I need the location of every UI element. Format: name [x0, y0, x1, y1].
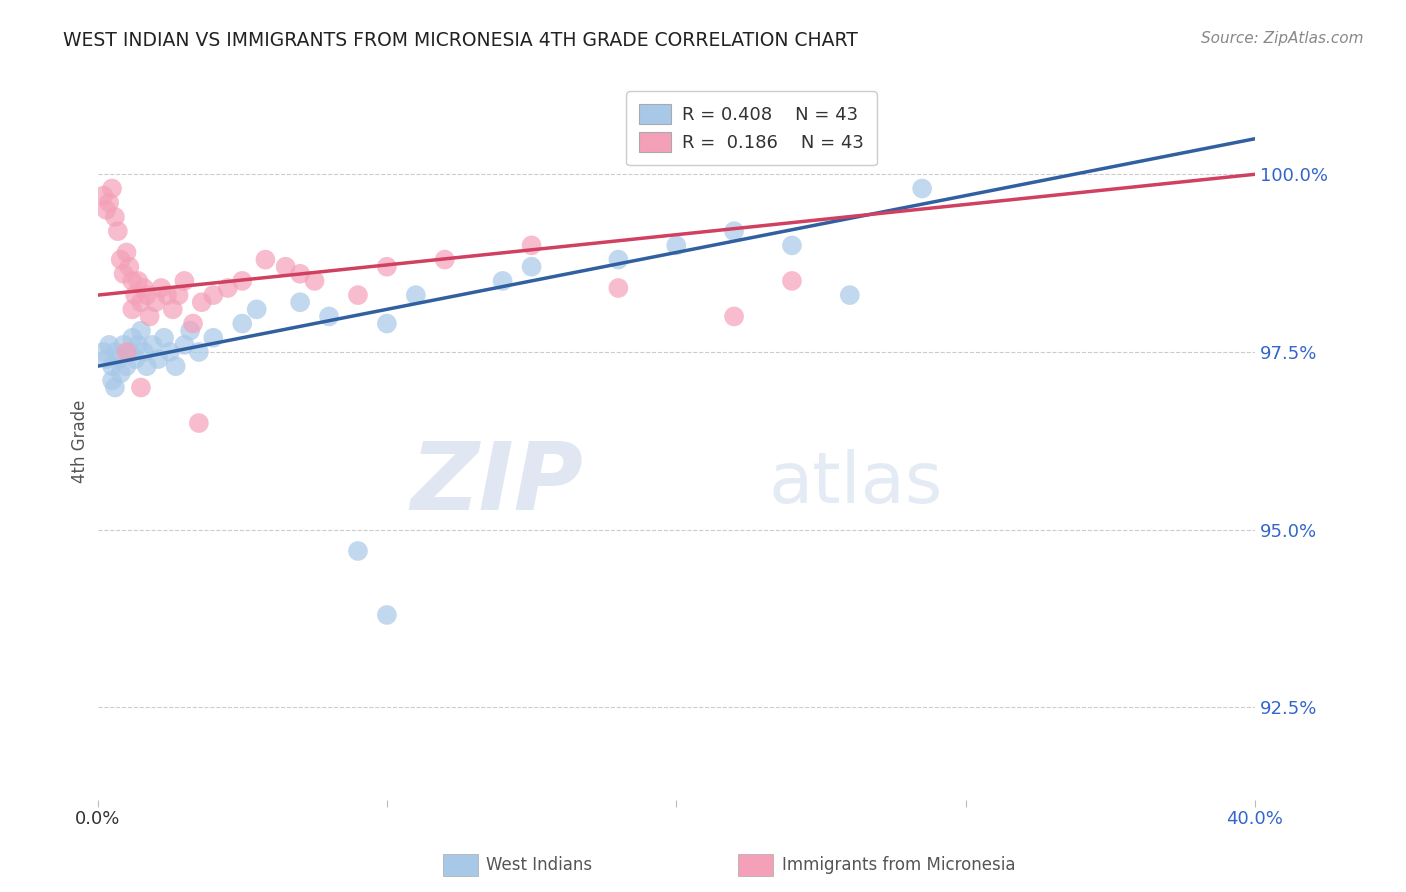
- Point: [318, 310, 340, 324]
- Point: [375, 607, 398, 622]
- Point: [112, 338, 135, 352]
- Point: [110, 366, 132, 380]
- Point: [96, 202, 118, 217]
- Point: [433, 252, 456, 267]
- Point: [288, 267, 311, 281]
- Point: [124, 288, 146, 302]
- Point: [98, 195, 121, 210]
- Point: [127, 274, 149, 288]
- Point: [231, 317, 253, 331]
- Point: [115, 359, 138, 374]
- Point: [129, 295, 152, 310]
- Point: [274, 260, 297, 274]
- Point: [202, 331, 225, 345]
- Point: [93, 188, 115, 202]
- Point: [98, 338, 121, 352]
- Legend: R = 0.408    N = 43, R =  0.186    N = 43: R = 0.408 N = 43, R = 0.186 N = 43: [626, 91, 877, 165]
- Point: [104, 345, 127, 359]
- Point: [911, 181, 934, 195]
- Point: [181, 317, 204, 331]
- Point: [135, 359, 157, 374]
- Text: 0.0%: 0.0%: [75, 811, 121, 829]
- Point: [607, 281, 630, 295]
- Point: [107, 352, 129, 367]
- Point: [607, 252, 630, 267]
- Point: [132, 345, 155, 359]
- Point: [217, 281, 239, 295]
- Point: [288, 295, 311, 310]
- Text: WEST INDIAN VS IMMIGRANTS FROM MICRONESIA 4TH GRADE CORRELATION CHART: WEST INDIAN VS IMMIGRANTS FROM MICRONESI…: [63, 31, 858, 50]
- Point: [138, 310, 160, 324]
- Point: [187, 416, 209, 430]
- Point: [375, 317, 398, 331]
- Point: [107, 224, 129, 238]
- Point: [112, 267, 135, 281]
- Point: [723, 310, 745, 324]
- Point: [145, 295, 167, 310]
- Point: [202, 288, 225, 302]
- Point: [304, 274, 326, 288]
- Text: ZIP: ZIP: [411, 438, 583, 530]
- Y-axis label: 4th Grade: 4th Grade: [72, 399, 89, 483]
- Point: [156, 288, 179, 302]
- Point: [153, 331, 176, 345]
- Point: [124, 352, 146, 367]
- Point: [101, 181, 124, 195]
- Point: [141, 338, 163, 352]
- Point: [173, 338, 195, 352]
- Point: [162, 302, 184, 317]
- Point: [520, 238, 543, 252]
- Text: Source: ZipAtlas.com: Source: ZipAtlas.com: [1201, 31, 1364, 46]
- Text: West Indians: West Indians: [486, 856, 592, 874]
- FancyBboxPatch shape: [738, 854, 773, 876]
- Point: [375, 260, 398, 274]
- Point: [101, 359, 124, 374]
- Point: [780, 274, 803, 288]
- Point: [165, 359, 187, 374]
- Point: [491, 274, 513, 288]
- Point: [115, 245, 138, 260]
- Point: [520, 260, 543, 274]
- Point: [179, 324, 201, 338]
- Point: [129, 380, 152, 394]
- Point: [231, 274, 253, 288]
- Point: [173, 274, 195, 288]
- Point: [118, 345, 141, 359]
- Point: [780, 238, 803, 252]
- Point: [127, 338, 149, 352]
- Point: [121, 274, 143, 288]
- Point: [150, 281, 173, 295]
- Point: [246, 302, 269, 317]
- Point: [129, 324, 152, 338]
- Point: [93, 345, 115, 359]
- Point: [347, 288, 370, 302]
- Point: [115, 345, 138, 359]
- FancyBboxPatch shape: [443, 854, 478, 876]
- Point: [101, 373, 124, 387]
- Point: [110, 252, 132, 267]
- Point: [96, 352, 118, 367]
- Point: [190, 295, 212, 310]
- Point: [665, 238, 688, 252]
- Point: [254, 252, 277, 267]
- Text: Immigrants from Micronesia: Immigrants from Micronesia: [782, 856, 1015, 874]
- Point: [405, 288, 427, 302]
- Point: [723, 224, 745, 238]
- Point: [347, 544, 370, 558]
- Text: 40.0%: 40.0%: [1226, 811, 1284, 829]
- Point: [121, 331, 143, 345]
- Point: [148, 352, 170, 367]
- Point: [104, 380, 127, 394]
- Point: [118, 260, 141, 274]
- Point: [132, 281, 155, 295]
- Point: [187, 345, 209, 359]
- Point: [104, 210, 127, 224]
- Point: [167, 288, 190, 302]
- Text: atlas: atlas: [769, 450, 943, 518]
- Point: [121, 302, 143, 317]
- Point: [159, 345, 181, 359]
- Point: [135, 288, 157, 302]
- Point: [838, 288, 860, 302]
